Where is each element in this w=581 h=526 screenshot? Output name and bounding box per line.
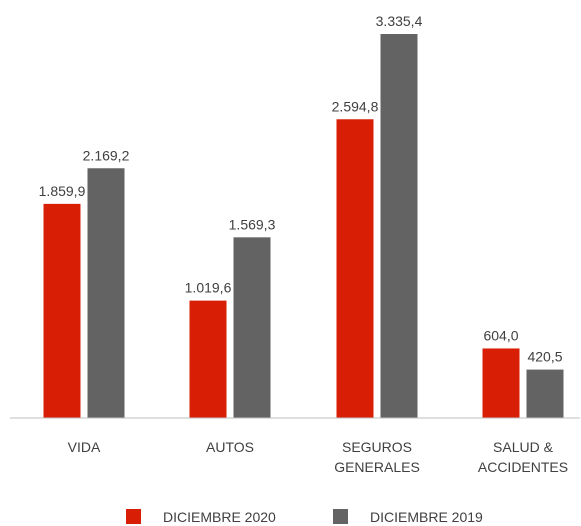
category-label: GENERALES (334, 459, 420, 475)
bar-2020-1 (189, 300, 227, 418)
category-label: AUTOS (206, 439, 254, 455)
legend-label-2020: DICIEMBRE 2020 (163, 509, 276, 525)
bar-2020-2 (336, 119, 374, 419)
bar-2019-1 (233, 237, 271, 418)
bar-2019-0 (87, 168, 125, 418)
category-label: ACCIDENTES (478, 459, 568, 475)
bar-2020-0 (43, 203, 81, 418)
category-labels-group: VIDA AUTOS SEGUROS GENERALES SALUD & ACCIDENT… (68, 439, 568, 475)
bar-2019-3 (526, 369, 564, 418)
legend-swatch-2019 (333, 509, 348, 524)
value-labels-group: 1.859,9 1.019,6 2.594,8 604,0 2.169,2 1.569,3… (39, 13, 563, 365)
value-label: 420,5 (527, 349, 562, 365)
bar-2019-2 (380, 34, 418, 418)
bar-2020-3 (482, 348, 520, 418)
category-label: VIDA (68, 439, 101, 455)
value-label: 1.569,3 (229, 216, 276, 232)
legend-swatch-2020 (126, 509, 141, 524)
value-label: 1.859,9 (39, 183, 86, 199)
value-label: 604,0 (483, 327, 518, 343)
legend-label-2019: DICIEMBRE 2019 (370, 509, 483, 525)
value-label: 3.335,4 (376, 13, 423, 29)
legend: DICIEMBRE 2020 DICIEMBRE 2019 (126, 509, 483, 525)
category-label: SALUD & (493, 439, 554, 455)
category-label: SEGUROS (342, 439, 412, 455)
value-label: 2.594,8 (332, 98, 379, 114)
value-label: 2.169,2 (83, 147, 130, 163)
value-label: 1.019,6 (185, 280, 232, 296)
bars-group (43, 34, 564, 419)
